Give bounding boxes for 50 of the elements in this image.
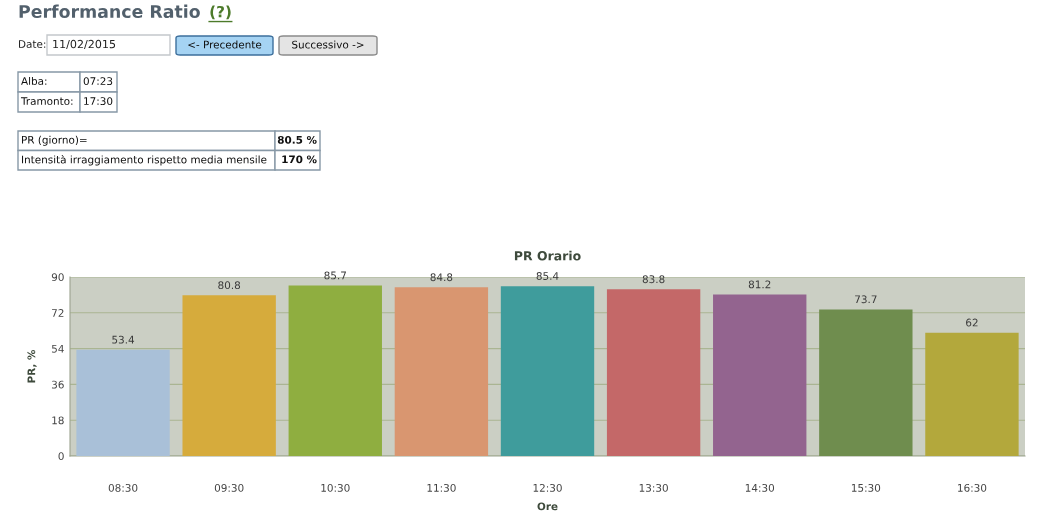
x-tick-label: 10:30 [321,483,350,492]
y-tick-label: 54 [51,344,64,353]
y-axis-title: PR, % [27,349,37,383]
x-tick-label: 13:30 [639,483,668,492]
text: 17:30 [84,97,113,106]
bar [713,294,807,456]
bar [288,285,382,456]
bar [925,332,1019,456]
bar [500,286,595,456]
data-label: 53.4 [112,335,135,344]
bar [394,287,489,456]
x-tick-label: 09:30 [214,483,244,492]
x-tick-label: 12:30 [533,483,562,492]
text: (?) [210,5,231,20]
y-tick-label: 0 [58,452,64,461]
text: 170 % [282,155,317,164]
data-label: 84.8 [430,273,453,282]
text: Alba: [21,76,47,86]
bar [182,295,276,456]
chart-title: PR Orario [514,250,581,261]
x-axis-title: Ore [537,502,558,511]
text: <- Precedente [188,40,262,49]
text: Tramonto: [20,97,73,106]
data-label: 81.2 [748,280,771,289]
bar [606,289,701,456]
text: 11/02/2015 [53,39,116,50]
data-label: 80.8 [218,281,241,290]
data-label: 83.8 [642,275,665,284]
y-tick-label: 18 [52,416,64,425]
bar [76,349,170,456]
text: Intensità irraggiamento rispetto media mensile [22,155,267,166]
y-tick-label: 36 [51,380,64,389]
data-label: 85.4 [536,272,559,280]
text: PR (giorno)= [22,135,87,146]
x-tick-label: 08:30 [108,483,138,492]
text: Date: [19,40,46,49]
y-tick-label: 72 [52,309,64,317]
text: Successivo -> [292,40,364,49]
text: 07:23 [83,77,113,86]
y-tick-label: 90 [51,273,64,282]
text: Performance Ratio [19,4,200,19]
data-label: 62 [966,318,978,327]
x-tick-label: 15:30 [851,483,881,492]
x-tick-label: 16:30 [958,483,987,492]
x-tick-label: 14:30 [745,483,775,492]
x-tick-label: 11:30 [427,483,456,492]
data-label: 73.7 [855,295,877,304]
bar [819,309,913,456]
data-label: 85.7 [324,271,346,280]
text: 80.5 % [277,135,317,144]
